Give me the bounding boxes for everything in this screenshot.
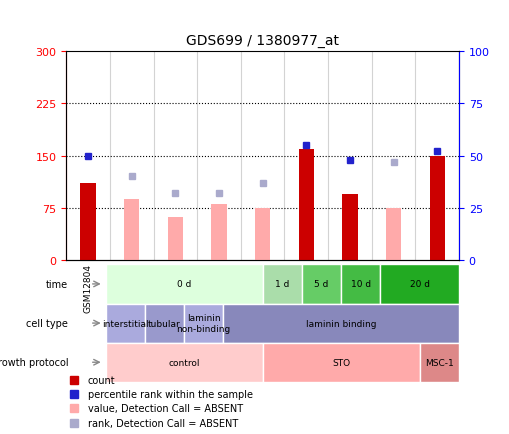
Text: 1 d: 1 d	[274, 280, 289, 289]
Text: STO: STO	[331, 358, 350, 367]
Bar	[298, 149, 314, 260]
Bar	[145, 304, 184, 343]
Text: 20 d: 20 d	[409, 280, 429, 289]
Text: percentile rank within the sample: percentile rank within the sample	[88, 389, 252, 399]
Text: rank, Detection Call = ABSENT: rank, Detection Call = ABSENT	[88, 418, 238, 427]
Bar	[124, 200, 139, 260]
Bar	[105, 304, 145, 343]
Bar	[105, 265, 262, 304]
Bar	[211, 205, 226, 260]
Bar	[419, 343, 458, 382]
Bar	[262, 265, 301, 304]
Bar	[380, 265, 458, 304]
Bar	[223, 304, 458, 343]
Bar	[184, 304, 223, 343]
Bar	[341, 265, 380, 304]
Bar	[80, 184, 96, 260]
Text: count: count	[88, 375, 116, 385]
Bar	[429, 156, 444, 260]
Text: control: control	[168, 358, 200, 367]
Text: laminin
non-binding: laminin non-binding	[176, 314, 231, 333]
Bar	[254, 208, 270, 260]
Text: MSC-1: MSC-1	[424, 358, 453, 367]
Text: growth protocol: growth protocol	[0, 358, 68, 367]
Text: tubular: tubular	[148, 319, 181, 328]
Text: 0 d: 0 d	[177, 280, 191, 289]
Bar	[105, 343, 262, 382]
Bar	[385, 208, 401, 260]
Text: interstitial: interstitial	[102, 319, 148, 328]
Title: GDS699 / 1380977_at: GDS699 / 1380977_at	[186, 34, 338, 48]
Text: laminin binding: laminin binding	[305, 319, 376, 328]
Bar	[301, 265, 341, 304]
Text: value, Detection Call = ABSENT: value, Detection Call = ABSENT	[88, 404, 243, 414]
Text: 5 d: 5 d	[314, 280, 328, 289]
Bar	[262, 343, 419, 382]
Bar	[167, 217, 183, 260]
Text: 10 d: 10 d	[350, 280, 370, 289]
Text: cell type: cell type	[26, 319, 68, 328]
Bar	[342, 194, 357, 260]
Text: time: time	[46, 279, 68, 289]
